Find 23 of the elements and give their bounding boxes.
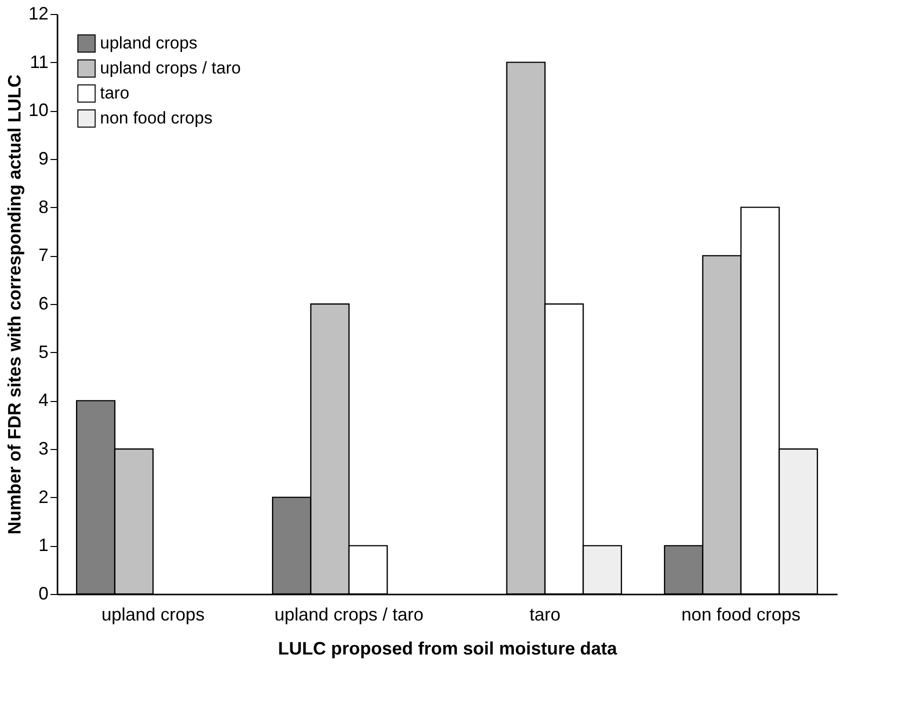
y-tick-label: 5 xyxy=(38,342,48,362)
legend-label: taro xyxy=(100,84,130,102)
y-tick-label: 12 xyxy=(28,4,48,24)
y-tick-label: 9 xyxy=(38,148,48,168)
y-tick-label: 6 xyxy=(38,294,48,314)
y-tick-label: 2 xyxy=(38,486,48,507)
y-tick-label: 0 xyxy=(38,584,48,604)
y-tick-label: 7 xyxy=(38,245,48,266)
legend-label: non food crops xyxy=(100,108,212,128)
y-tick-label: 11 xyxy=(30,52,48,72)
y-tick-label: 4 xyxy=(38,390,48,410)
y-tick-label: 3 xyxy=(38,438,48,458)
x-tick-label: upland crops xyxy=(101,604,205,624)
y-tick-label: 1 xyxy=(38,535,48,556)
y-tick-label: 10 xyxy=(28,100,48,120)
legend-label: upland crops / taro xyxy=(100,58,241,78)
x-axis-title: LULC proposed from soil moisture data xyxy=(278,638,618,658)
x-tick-label: taro xyxy=(529,604,561,624)
y-axis-title: Number of FDR sites with corresponding actual LULC xyxy=(4,74,24,535)
legend-label: upland crops xyxy=(100,34,198,52)
x-tick-label: upland crops / taro xyxy=(274,604,424,624)
y-tick-label: 8 xyxy=(38,196,48,217)
x-tick-label: non food crops xyxy=(681,604,801,624)
